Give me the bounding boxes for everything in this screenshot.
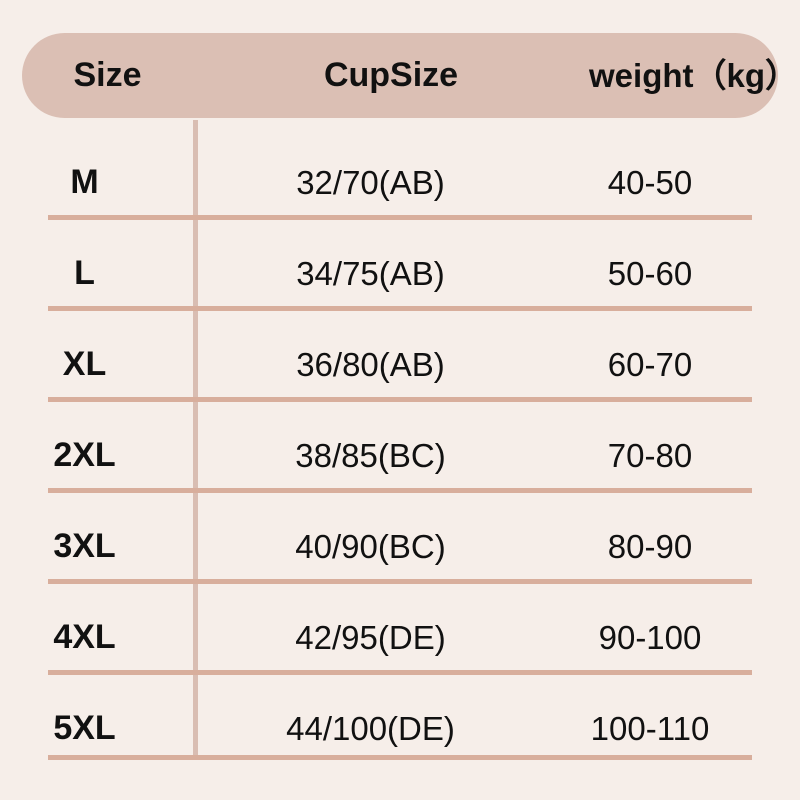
cell-weight: 80-90 bbox=[607, 528, 693, 565]
cell-size: L bbox=[74, 254, 95, 292]
row-divider bbox=[48, 488, 752, 493]
cell-size: 3XL bbox=[53, 527, 116, 565]
row-divider bbox=[48, 755, 752, 760]
table-row: 4XL 42/95(DE) 90-100 bbox=[0, 592, 800, 683]
table-row: 5XL 44/100(DE) 100-110 bbox=[0, 683, 800, 774]
column-header-cupsize: CupSize bbox=[323, 56, 459, 94]
row-divider bbox=[48, 579, 752, 584]
row-divider bbox=[48, 306, 752, 311]
cell-weight: 90-100 bbox=[598, 619, 702, 656]
cell-cupsize: 44/100(DE) bbox=[286, 710, 455, 747]
cell-size: 2XL bbox=[53, 436, 116, 474]
row-divider bbox=[48, 670, 752, 675]
cell-size: M bbox=[70, 163, 99, 201]
column-vertical-divider bbox=[193, 120, 198, 757]
table-row: 2XL 38/85(BC) 70-80 bbox=[0, 410, 800, 501]
cell-cupsize: 38/85(BC) bbox=[295, 437, 446, 474]
column-header-size: Size bbox=[73, 56, 142, 94]
cell-cupsize: 42/95(DE) bbox=[295, 619, 446, 656]
cell-weight: 60-70 bbox=[607, 346, 693, 383]
cell-weight: 40-50 bbox=[607, 164, 693, 201]
cell-weight: 70-80 bbox=[607, 437, 693, 474]
cell-size: 4XL bbox=[53, 618, 116, 656]
row-divider bbox=[48, 397, 752, 402]
table-row: M 32/70(AB) 40-50 bbox=[0, 137, 800, 228]
cell-size: 5XL bbox=[53, 709, 116, 747]
table-header-row: Size CupSize weight（kg） bbox=[22, 33, 799, 118]
cell-weight: 100-110 bbox=[590, 710, 710, 747]
cell-cupsize: 40/90(BC) bbox=[295, 528, 446, 565]
column-header-weight: weight（kg） bbox=[589, 57, 799, 94]
cell-cupsize: 36/80(AB) bbox=[296, 346, 445, 383]
cell-cupsize: 32/70(AB) bbox=[296, 164, 445, 201]
row-divider bbox=[48, 215, 752, 220]
table-row: XL 36/80(AB) 60-70 bbox=[0, 319, 800, 410]
cell-size: XL bbox=[62, 345, 107, 383]
cell-cupsize: 34/75(AB) bbox=[296, 255, 445, 292]
table-row: L 34/75(AB) 50-60 bbox=[0, 228, 800, 319]
table-row: 3XL 40/90(BC) 80-90 bbox=[0, 501, 800, 592]
cell-weight: 50-60 bbox=[607, 255, 693, 292]
